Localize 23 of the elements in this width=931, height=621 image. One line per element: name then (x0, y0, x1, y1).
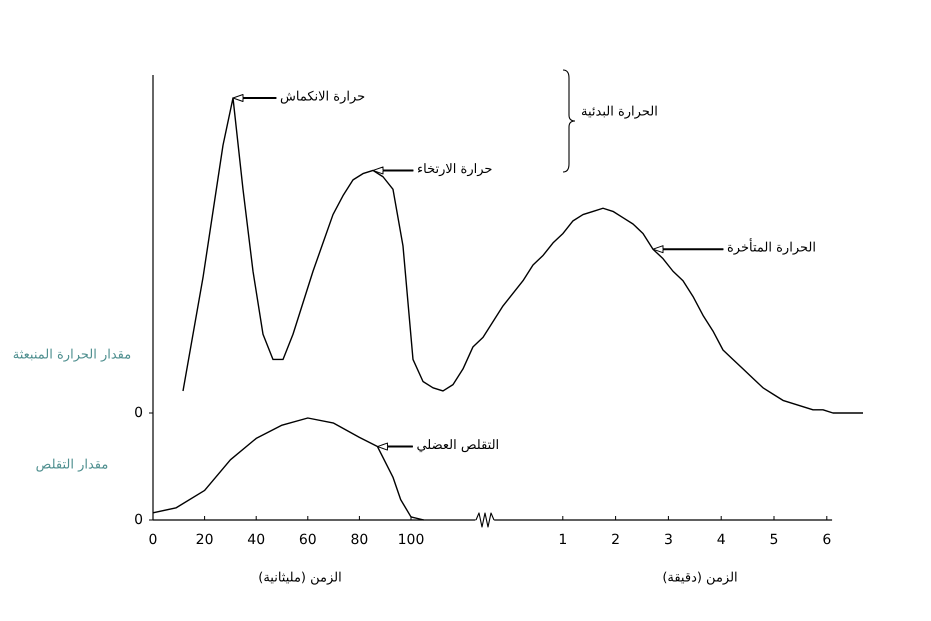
x2-tick-label: 1 (558, 532, 568, 548)
annotation: حرارة الانكماش (280, 90, 366, 105)
x2-tick-label: 6 (822, 532, 832, 548)
text: 0 (134, 512, 143, 528)
text: 0 (134, 404, 143, 421)
x-tick-label: 100 (398, 532, 424, 548)
annotation: التقلص العضلي (416, 438, 500, 454)
x-tick-label: 60 (298, 532, 317, 548)
x-tick-label: 0 (148, 532, 158, 548)
x2-tick-label: 4 (716, 532, 726, 548)
x-tick-label: 20 (196, 532, 214, 548)
x2-tick-label: 3 (664, 532, 673, 548)
x-axis-title: الزمن (مليثانية) (258, 570, 342, 586)
annotation: حرارة الارتخاء (417, 162, 492, 178)
y-axis-title: مقدار التقلص (36, 458, 108, 473)
x2-tick-label: 2 (611, 532, 620, 548)
x-tick-label: 80 (350, 532, 368, 548)
annotation: الحرارة البدئية (581, 104, 658, 120)
x2-tick-label: 5 (770, 532, 778, 548)
x-tick-label: 40 (247, 532, 266, 548)
y-axis-title: مقدار الحرارة المنبعثة (12, 348, 132, 363)
annotation: الحرارة المتأخرة (727, 238, 816, 256)
x2-axis-title: الزمن (دقيقة) (662, 570, 738, 586)
